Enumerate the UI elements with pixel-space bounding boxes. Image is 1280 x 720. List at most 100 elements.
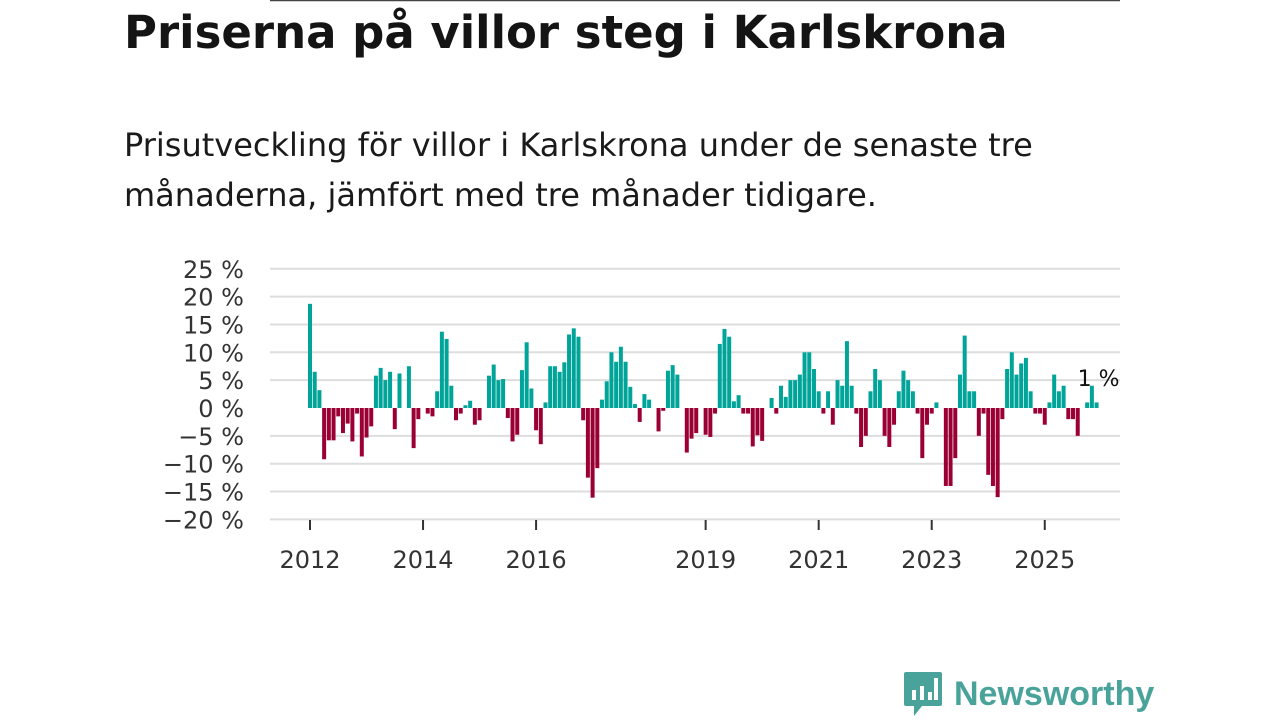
bar xyxy=(863,408,868,436)
bar xyxy=(849,385,854,408)
bar xyxy=(340,408,345,434)
bar xyxy=(614,361,619,408)
bar xyxy=(515,408,520,435)
bar xyxy=(774,408,779,414)
bar xyxy=(444,338,449,408)
bar xyxy=(1005,369,1010,408)
y-tick-label: 5 % xyxy=(198,367,244,395)
bar xyxy=(317,390,322,408)
bar xyxy=(1038,408,1043,414)
bar xyxy=(1023,357,1028,408)
bar xyxy=(463,405,468,408)
bar xyxy=(1014,374,1019,408)
bar xyxy=(844,341,849,408)
bar xyxy=(496,380,501,408)
bar xyxy=(322,408,327,460)
bar xyxy=(562,362,567,408)
bar xyxy=(1009,352,1014,408)
bar xyxy=(1033,408,1038,414)
bar xyxy=(859,408,864,447)
bar xyxy=(741,408,746,414)
bar xyxy=(369,408,374,427)
bar xyxy=(934,402,939,408)
bar xyxy=(416,408,421,420)
bar xyxy=(1052,374,1057,408)
bar xyxy=(1094,402,1099,408)
bar xyxy=(449,385,454,408)
bar xyxy=(665,370,670,408)
y-tick-label: 15 % xyxy=(183,311,244,339)
bar xyxy=(929,408,934,414)
bar xyxy=(703,408,708,435)
bar xyxy=(312,371,317,408)
bar xyxy=(477,408,482,421)
bar xyxy=(670,365,675,408)
bar xyxy=(877,380,882,408)
bar xyxy=(708,408,713,437)
bar xyxy=(746,408,751,414)
bar xyxy=(501,379,506,408)
bar xyxy=(981,408,986,414)
bar xyxy=(397,373,402,408)
bar xyxy=(454,408,459,421)
x-tick-label: 2023 xyxy=(901,546,962,574)
bar xyxy=(336,408,341,417)
newsworthy-logo-icon xyxy=(904,672,942,716)
bar xyxy=(840,385,845,408)
bar xyxy=(896,391,901,408)
bar xyxy=(308,303,312,408)
annotation-label: 1 % xyxy=(1078,367,1120,392)
bar xyxy=(345,408,350,424)
bar xyxy=(552,366,557,408)
bar xyxy=(430,408,435,417)
bar xyxy=(510,408,515,442)
bar xyxy=(567,334,572,408)
bar xyxy=(1028,391,1033,408)
bar xyxy=(595,408,600,469)
y-tick-label: 10 % xyxy=(183,339,244,367)
brand-name: Newsworthy xyxy=(954,674,1155,713)
bar xyxy=(990,408,995,486)
bar xyxy=(986,408,991,475)
bar xyxy=(802,352,807,408)
bar xyxy=(957,374,962,408)
bar xyxy=(779,385,783,408)
bar xyxy=(406,366,411,408)
bar xyxy=(972,391,977,408)
bar xyxy=(637,408,642,422)
x-tick-label: 2021 xyxy=(788,546,849,574)
y-tick-label: −15 % xyxy=(163,479,244,507)
bar xyxy=(910,391,915,408)
bar xyxy=(868,391,873,408)
bar xyxy=(811,369,816,408)
bar xyxy=(326,408,331,441)
bar xyxy=(538,408,543,445)
bar xyxy=(548,366,553,408)
y-tick-label: 25 % xyxy=(183,256,244,284)
bar xyxy=(830,408,835,425)
bar xyxy=(581,408,586,421)
bar xyxy=(1056,391,1061,408)
bar xyxy=(882,408,887,436)
bar xyxy=(826,391,831,408)
bar xyxy=(388,371,393,408)
bar xyxy=(364,408,369,438)
bar xyxy=(557,371,562,408)
bar xyxy=(623,361,628,408)
bar xyxy=(793,380,798,408)
bar xyxy=(925,408,930,425)
bar xyxy=(1047,402,1052,408)
bar xyxy=(873,369,878,408)
bar xyxy=(458,408,463,414)
bar xyxy=(661,408,666,411)
bar xyxy=(411,408,416,449)
bar xyxy=(571,328,576,408)
bar xyxy=(736,395,741,408)
bar xyxy=(995,408,1000,498)
bar xyxy=(750,408,755,447)
bar xyxy=(486,375,491,408)
bar xyxy=(1089,385,1094,408)
bar xyxy=(524,342,529,408)
bar xyxy=(439,331,444,408)
bar xyxy=(948,408,953,486)
